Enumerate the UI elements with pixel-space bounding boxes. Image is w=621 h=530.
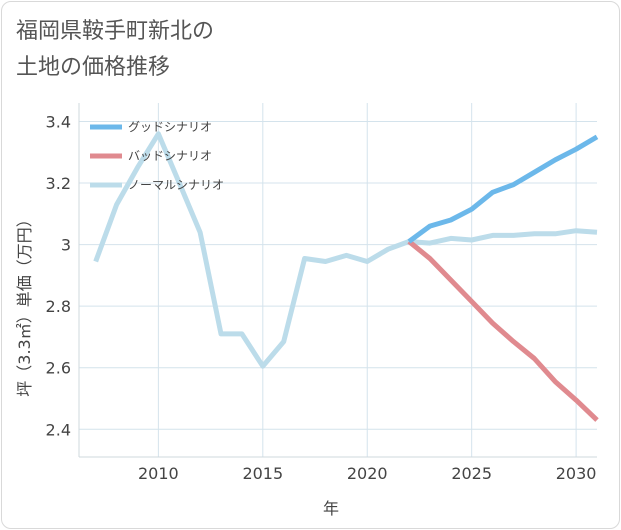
series-line-bad: [407, 239, 599, 422]
series-line-good: [407, 134, 599, 244]
tick-labels: 2010 2015 2020 2025 2030 2.4 2.6 2.8 3 3.2 3.4: [46, 112, 597, 483]
x-tick-label: 2015: [242, 464, 283, 483]
legend-label-bad[interactable]: バッドシナリオ: [128, 149, 212, 163]
x-axis-title: 年: [323, 499, 339, 518]
y-tick-label: 3.4: [46, 112, 71, 131]
x-tick-label: 2020: [347, 464, 388, 483]
y-tick-label: 3: [61, 236, 71, 255]
y-axis-title: 坪（3.3㎡）単価（万円）: [15, 211, 34, 396]
x-tick-label: 2010: [138, 464, 179, 483]
x-tick-label: 2025: [451, 464, 492, 483]
chart-title: 福岡県鞍手町新北の 土地の価格推移: [16, 14, 436, 86]
series-lines: [93, 131, 599, 422]
legend-label-good[interactable]: グッドシナリオ: [128, 120, 212, 134]
x-tick-label: 2030: [556, 464, 597, 483]
chart-title-line-2: 土地の価格推移: [16, 55, 171, 80]
y-tick-label: 2.4: [46, 420, 71, 439]
y-tick-label: 3.2: [46, 174, 71, 193]
axes: [78, 103, 597, 458]
chart-title-line-1: 福岡県鞍手町新北の: [16, 19, 215, 44]
y-tick-label: 2.8: [46, 297, 71, 316]
y-tick-label: 2.6: [46, 359, 71, 378]
legend-label-normal[interactable]: ノーマルシナリオ: [128, 178, 224, 192]
series-line-normal: [93, 131, 598, 369]
